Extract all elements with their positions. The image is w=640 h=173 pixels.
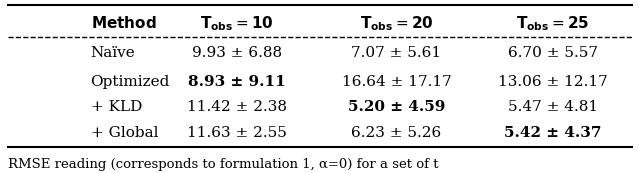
Text: 8.93 ± 9.11: 8.93 ± 9.11 <box>188 75 286 89</box>
Text: $\mathbf{T}_{\mathbf{obs}} = \mathbf{10}$: $\mathbf{T}_{\mathbf{obs}} = \mathbf{10}… <box>200 14 274 33</box>
Text: $\mathbf{T}_{\mathbf{obs}} = \mathbf{25}$: $\mathbf{T}_{\mathbf{obs}} = \mathbf{25}… <box>516 14 589 33</box>
Text: + Global: + Global <box>91 126 158 140</box>
Text: $\mathbf{Method}$: $\mathbf{Method}$ <box>91 15 156 31</box>
Text: Optimized: Optimized <box>91 75 170 89</box>
Text: 5.47 ± 4.81: 5.47 ± 4.81 <box>508 100 598 114</box>
Text: $\mathbf{T}_{\mathbf{obs}} = \mathbf{20}$: $\mathbf{T}_{\mathbf{obs}} = \mathbf{20}… <box>360 14 433 33</box>
Text: 16.64 ± 17.17: 16.64 ± 17.17 <box>342 75 451 89</box>
Text: Naïve: Naïve <box>91 46 135 60</box>
Text: 11.63 ± 2.55: 11.63 ± 2.55 <box>188 126 287 140</box>
Text: + KLD: + KLD <box>91 100 142 114</box>
Text: 5.20 ± 4.59: 5.20 ± 4.59 <box>348 100 445 114</box>
Text: 9.93 ± 6.88: 9.93 ± 6.88 <box>192 46 282 60</box>
Text: 7.07 ± 5.61: 7.07 ± 5.61 <box>351 46 442 60</box>
Text: 6.23 ± 5.26: 6.23 ± 5.26 <box>351 126 442 140</box>
Text: 11.42 ± 2.38: 11.42 ± 2.38 <box>187 100 287 114</box>
Text: 5.42 ± 4.37: 5.42 ± 4.37 <box>504 126 602 140</box>
Text: RMSE reading (corresponds to formulation 1, α=0) for a set of t: RMSE reading (corresponds to formulation… <box>8 158 438 171</box>
Text: 13.06 ± 12.17: 13.06 ± 12.17 <box>498 75 607 89</box>
Text: 6.70 ± 5.57: 6.70 ± 5.57 <box>508 46 598 60</box>
